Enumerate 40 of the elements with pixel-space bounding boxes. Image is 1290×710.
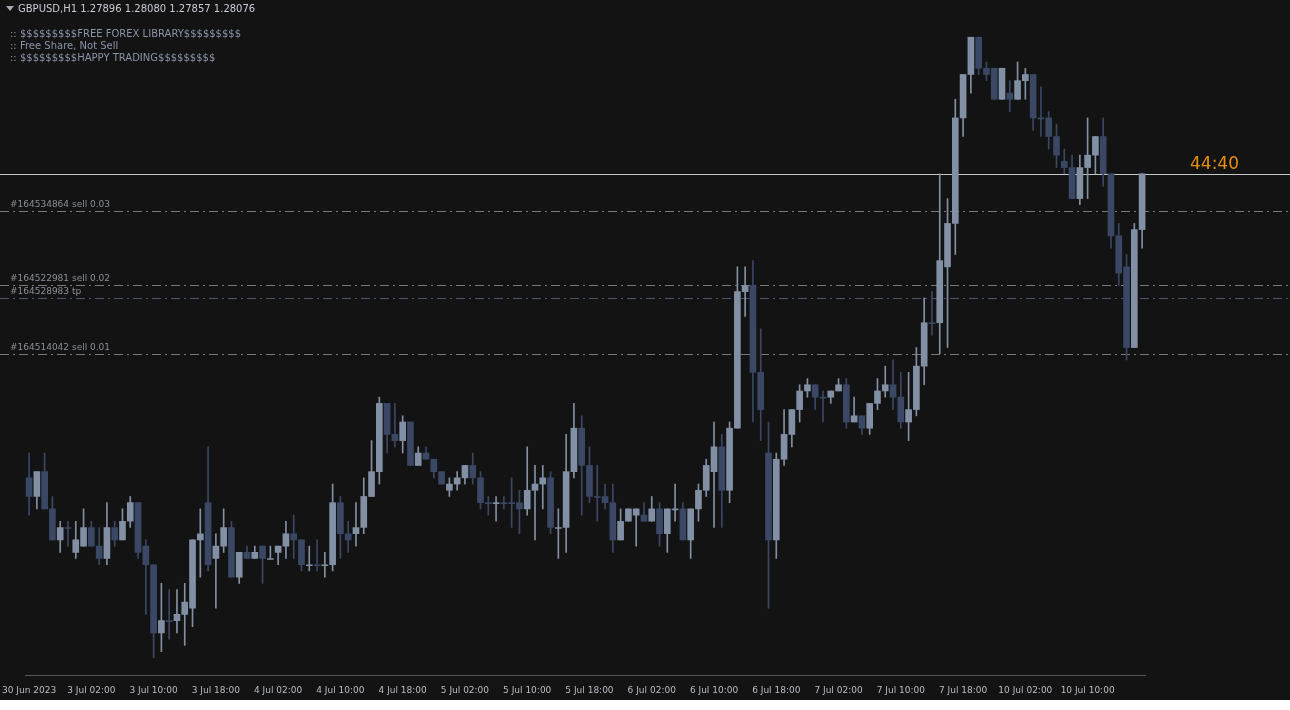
x-tick-label: 10 Jul 10:00 <box>1060 684 1115 695</box>
candlestick <box>313 539 321 572</box>
ref-line-label: #164528983 tp <box>10 286 82 297</box>
candlestick <box>492 496 500 522</box>
candlestick <box>212 533 220 609</box>
chart-title: GBPUSD,H1 1.27896 1.28080 1.27857 1.28076 <box>18 3 256 14</box>
x-tick-label: 5 Jul 02:00 <box>440 684 490 695</box>
x-tick-label: 3 Jul 10:00 <box>129 684 178 695</box>
x-tick-label: 7 Jul 18:00 <box>938 684 988 695</box>
ref-line-label: #164522981 sell 0.02 <box>10 273 111 284</box>
candlestick <box>165 589 173 640</box>
x-tick-label: 4 Jul 02:00 <box>254 684 303 695</box>
x-tick-label: 3 Jul 02:00 <box>67 684 116 695</box>
x-tick-label: 10 Jul 02:00 <box>998 684 1053 695</box>
candlestick <box>539 465 547 510</box>
annotation: 44:40 <box>1190 152 1239 173</box>
candlestick <box>928 291 936 336</box>
candlestick <box>391 403 399 448</box>
x-tick-label: 4 Jul 10:00 <box>316 684 365 695</box>
candlestick <box>1006 80 1014 113</box>
x-tick-label: 6 Jul 10:00 <box>689 684 739 695</box>
candlestick <box>881 365 889 398</box>
x-tick-label: 7 Jul 10:00 <box>876 684 926 695</box>
x-tick-label: 3 Jul 18:00 <box>191 684 241 695</box>
x-tick-label: 5 Jul 18:00 <box>565 684 614 695</box>
x-tick-label: 5 Jul 10:00 <box>503 684 552 695</box>
x-tick-label: 6 Jul 02:00 <box>627 684 677 695</box>
ref-line-label: #164514042 sell 0.01 <box>10 342 111 353</box>
candlestick <box>64 520 72 547</box>
x-tick-label: 30 Jun 2023 <box>2 684 57 695</box>
annotation: :: Free Share, Not Sell <box>10 40 120 52</box>
annotation: :: $$$$$$$$$HAPPY TRADING$$$$$$$$$ <box>10 52 217 64</box>
ref-line-label: #164534864 sell 0.03 <box>10 199 111 210</box>
candlestick <box>196 508 204 578</box>
candlestick <box>290 514 298 559</box>
x-tick-label: 7 Jul 02:00 <box>814 684 863 695</box>
x-tick-label: 4 Jul 18:00 <box>378 684 428 695</box>
candlestick <box>305 545 313 572</box>
x-tick-label: 6 Jul 18:00 <box>752 684 801 695</box>
annotation: :: $$$$$$$$$FREE FOREX LIBRARY$$$$$$$$$ <box>10 28 242 40</box>
